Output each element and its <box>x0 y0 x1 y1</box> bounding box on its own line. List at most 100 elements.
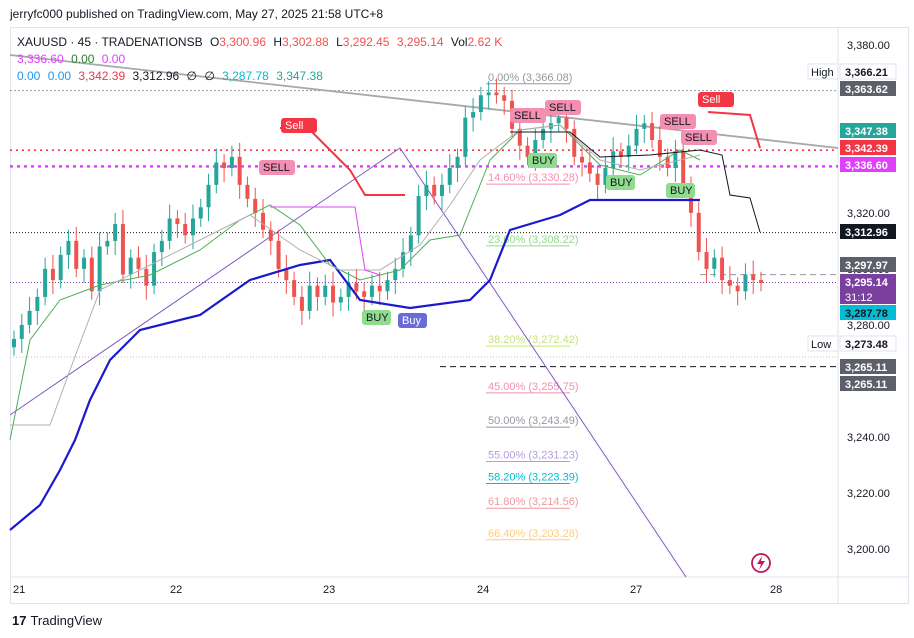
ind3-v2: 3,342.39 <box>78 69 126 83</box>
price-label-bg <box>840 81 896 96</box>
candle-body <box>144 268 149 286</box>
candle-body <box>190 218 195 236</box>
price-label-tag <box>807 63 839 80</box>
price-label-value: 3,312.96 <box>845 227 888 239</box>
candle-body <box>331 285 336 303</box>
price-label-name: Low <box>811 339 831 351</box>
price-label-bg <box>840 359 896 374</box>
candle-body <box>222 162 227 169</box>
price-label-bg <box>839 63 897 80</box>
candle-body <box>97 246 102 292</box>
indicator-row-3: 0.00 0.00 3,342.39 3,312.96 ∅ ∅ 3,287.78… <box>17 69 327 83</box>
candle-body <box>517 128 522 146</box>
candle-body <box>673 151 678 169</box>
chart-frame[interactable] <box>10 27 909 604</box>
signal-badge <box>666 183 695 198</box>
publisher-line: jerryfc000 published on TradingView.com,… <box>10 7 383 21</box>
price-label-value: 3,265.11 <box>845 379 887 391</box>
signal-badge-text: BUY <box>532 155 555 167</box>
price-label-name: High <box>811 67 834 79</box>
candle-body <box>727 280 732 286</box>
ind3-v1: 0.00 <box>47 69 72 83</box>
ind3-v7: 3,347.38 <box>276 69 323 83</box>
y-tick-label: 3,240.00 <box>847 432 890 444</box>
candle-body <box>369 285 374 297</box>
candle-body <box>82 257 87 269</box>
candle-body <box>424 184 429 197</box>
signal-badge <box>698 92 734 107</box>
indicator-row-2: 3,336.60 0.00 0.00 <box>17 52 129 66</box>
candle-body <box>626 145 631 157</box>
candle-body <box>74 240 79 269</box>
price-label-value: 3,342.39 <box>845 143 888 155</box>
ind3-v4: ∅ <box>186 69 197 83</box>
candle-body <box>657 140 662 157</box>
fib-label: 66.40% (3,203.28) <box>488 528 579 540</box>
candle-body <box>136 257 141 269</box>
candle-body <box>704 252 709 269</box>
candle-body <box>346 282 351 297</box>
signal-badge-text: SELL <box>549 102 576 114</box>
candle-body <box>307 285 312 311</box>
tradingview-brand: TradingView <box>30 613 103 628</box>
candle-body <box>595 173 600 185</box>
candle-body <box>564 117 569 129</box>
candle-body <box>401 252 406 269</box>
candle-body <box>556 117 561 124</box>
trend-indicator-navy <box>9 198 700 531</box>
candle-body <box>167 218 172 241</box>
price-label-bg <box>840 224 896 239</box>
candle-body <box>58 254 63 281</box>
candle-body <box>634 128 639 146</box>
candle-body <box>463 117 468 157</box>
open-value: 3,300.96 <box>219 35 266 49</box>
trend-indicator-gray <box>10 124 701 426</box>
signal-badge-text: SELL <box>664 116 691 128</box>
candle-body <box>105 240 110 247</box>
price-label-bg <box>840 274 896 304</box>
trend-line-purple <box>399 147 687 578</box>
price-label-bg <box>839 335 897 352</box>
x-tick-label: 28 <box>770 584 782 596</box>
candle-body <box>502 95 507 101</box>
price-label-countdown: 31:12 <box>845 292 873 304</box>
ind2-v0: 3,336.60 <box>17 52 64 66</box>
candle-body <box>214 162 219 185</box>
signal-badge-text: SELL <box>263 162 290 174</box>
fib-label: 55.00% (3,231.23) <box>488 450 579 462</box>
candle-body <box>611 151 616 169</box>
low-label: L <box>336 35 343 49</box>
candle-body <box>642 123 647 129</box>
candle-body <box>735 285 740 292</box>
tradingview-footer[interactable]: 17 TradingView <box>12 613 102 628</box>
candle-body <box>541 128 546 141</box>
price-label-bg <box>840 157 896 172</box>
candle-body <box>696 212 701 253</box>
candle-body <box>494 92 499 96</box>
price-label-bg <box>840 305 896 320</box>
candle-body <box>128 257 133 275</box>
price-label-value: 3,363.62 <box>845 84 888 96</box>
symbol-name[interactable]: XAUUSD · 45 · TRADENATIONSB <box>17 35 203 49</box>
candle-body <box>478 95 483 113</box>
signal-badge-text: BUY <box>366 312 389 324</box>
low-value: 3,292.45 <box>342 35 390 49</box>
high-label: H <box>273 35 283 49</box>
candle-body <box>650 123 655 141</box>
signal-badge <box>362 310 391 325</box>
candle-body <box>688 184 693 213</box>
candle-body <box>377 285 382 292</box>
candle-body <box>183 224 188 236</box>
trend-line-purple <box>9 147 401 416</box>
price-label-value: 3,273.48 <box>845 339 888 351</box>
ind3-v5: ∅ <box>204 69 215 83</box>
price-label-bg <box>840 257 896 272</box>
close-value: 3,295.14 <box>396 35 444 49</box>
price-label-value: 3,336.60 <box>845 160 888 172</box>
ind2-v2: 0.00 <box>101 52 126 66</box>
candle-body <box>120 224 125 275</box>
candle-body <box>113 224 118 241</box>
candle-body <box>587 162 592 174</box>
fib-label: 58.20% (3,223.39) <box>488 471 579 483</box>
